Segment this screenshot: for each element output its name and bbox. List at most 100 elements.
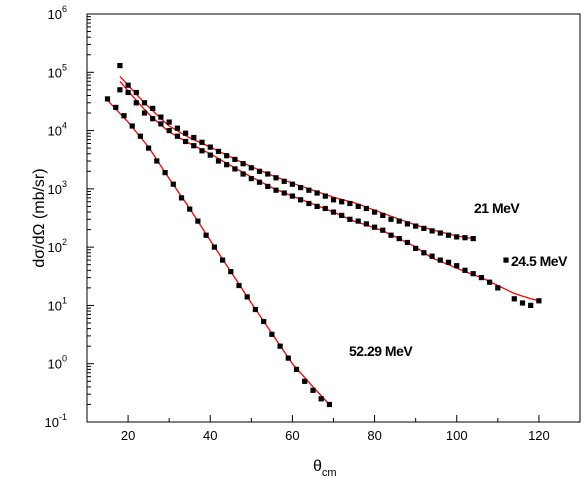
data-point: [232, 166, 238, 172]
y-tick-label: 102: [48, 237, 67, 255]
data-point: [121, 113, 127, 119]
data-point: [178, 195, 185, 201]
data-point: [183, 130, 189, 136]
data-point: [236, 282, 242, 289]
data-point: [166, 128, 172, 134]
data-point: [133, 100, 139, 106]
data-point: [174, 125, 180, 131]
y-tick-base: 10: [45, 415, 59, 430]
data-point: [211, 244, 217, 250]
data-point: [470, 271, 476, 277]
data-point: [269, 331, 275, 337]
data-point: [162, 170, 168, 176]
data-point: [129, 123, 135, 129]
data-point: [265, 171, 271, 177]
data-point: [146, 145, 152, 151]
y-tick-label: 10-1: [45, 412, 67, 430]
data-point: [363, 205, 369, 212]
data-point: [413, 245, 419, 251]
data-point: [429, 253, 435, 259]
data-point: [281, 190, 287, 196]
data-point: [224, 153, 230, 159]
data-point: [404, 221, 410, 227]
data-point: [380, 227, 386, 233]
data-point: [363, 221, 369, 227]
x-tick-label: 100: [446, 428, 468, 443]
data-point: [150, 116, 156, 122]
data-point: [454, 263, 460, 269]
data-point: [372, 209, 378, 215]
data-point: [174, 133, 180, 139]
data-point: [215, 158, 222, 164]
data-point: [421, 225, 427, 231]
data-point: [503, 257, 509, 263]
data-point: [117, 63, 123, 69]
data-point: [487, 279, 493, 285]
data-point: [289, 181, 295, 187]
data-point: [322, 205, 328, 212]
data-point: [248, 165, 254, 171]
data-point: [215, 148, 222, 154]
data-point: [191, 143, 197, 149]
data-point: [281, 178, 287, 184]
data-point: [273, 187, 279, 193]
data-point: [158, 114, 164, 120]
data-point: [133, 89, 139, 96]
x-axis-title-subscript: cm: [322, 467, 337, 479]
x-axis-title-main: θ: [313, 458, 322, 475]
data-point: [519, 300, 526, 306]
data-point: [445, 232, 452, 238]
data-point: [277, 343, 283, 349]
data-point: [195, 218, 201, 224]
data-point: [355, 203, 361, 209]
data-point: [125, 82, 131, 88]
y-tick-exponent: 2: [62, 237, 67, 247]
data-point: [293, 366, 300, 372]
data-point: [113, 104, 119, 110]
y-tick-base: 10: [48, 182, 62, 197]
data-point: [248, 176, 254, 182]
data-point: [228, 269, 234, 275]
series-label-21mev: 21 MeV: [474, 200, 520, 216]
data-point: [244, 294, 250, 300]
data-point: [326, 401, 332, 408]
data-point: [166, 119, 172, 125]
data-point: [437, 257, 443, 263]
data-point: [125, 89, 131, 96]
data-point: [318, 396, 324, 402]
data-point: [495, 285, 501, 291]
data-point: [462, 235, 468, 241]
x-tick-label: 120: [528, 428, 550, 443]
data-point: [372, 224, 378, 230]
data-point: [478, 275, 484, 281]
data-point: [396, 218, 402, 224]
y-tick-exponent: 5: [62, 62, 67, 72]
y-tick-label: 100: [48, 354, 67, 372]
data-point: [117, 87, 123, 93]
x-tick-label: 80: [367, 428, 381, 443]
y-tick-base: 10: [48, 124, 62, 139]
data-point: [298, 197, 304, 203]
y-tick-base: 10: [48, 298, 62, 313]
data-point: [289, 193, 295, 199]
data-point: [252, 306, 258, 313]
y-tick-exponent: 6: [62, 4, 67, 14]
data-point: [454, 234, 460, 240]
y-tick-exponent: -1: [59, 412, 67, 422]
x-axis-ticks: 20 40 60 80 100 120: [86, 415, 581, 443]
fit-curve: [107, 99, 330, 405]
data-point: [207, 152, 213, 158]
data-point: [536, 298, 542, 304]
data-point: [104, 96, 111, 102]
data-point: [220, 257, 226, 263]
data-point: [330, 197, 337, 203]
data-point: [330, 209, 337, 215]
series-label-52-29mev: 52.29 MeV: [349, 343, 413, 359]
data-point: [445, 259, 452, 265]
data-point: [203, 232, 209, 238]
data-point: [404, 239, 410, 246]
data-point: [137, 133, 143, 139]
data-point: [207, 144, 213, 150]
data-point: [141, 110, 148, 116]
